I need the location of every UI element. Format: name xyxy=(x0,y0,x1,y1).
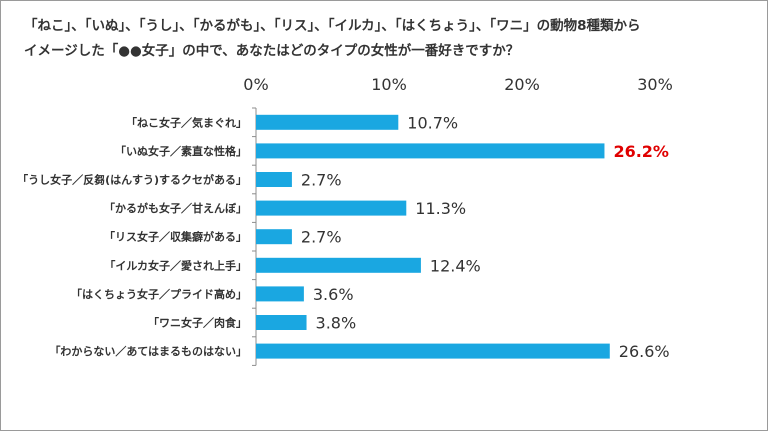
x-tick-label: 30% xyxy=(637,75,673,94)
value-label: 2.7% xyxy=(301,171,342,190)
bar xyxy=(256,143,605,159)
bar xyxy=(256,200,407,216)
x-tick-label: 10% xyxy=(371,75,407,94)
value-label: 3.6% xyxy=(313,285,354,304)
bar xyxy=(256,286,304,302)
question-text: 「ねこ」、「いぬ」、「うし」、「かるがも」、「リス」、「イルカ」、「はくちょう」… xyxy=(24,14,744,64)
bar xyxy=(256,114,399,130)
category-label: 「はくちょう女子／プライド高め」 xyxy=(71,287,247,301)
value-label: 2.7% xyxy=(301,228,342,247)
category-label: 「イルカ女子／愛され上手」 xyxy=(104,258,247,272)
value-label: 26.6% xyxy=(619,342,670,361)
value-label: 10.7% xyxy=(407,113,458,132)
bar xyxy=(256,343,610,359)
category-label: 「ねこ女子／気まぐれ」 xyxy=(126,115,247,129)
value-label: 12.4% xyxy=(430,256,481,275)
category-label: 「ワニ女子／肉食」 xyxy=(148,316,247,330)
bar xyxy=(256,257,421,273)
value-label: 11.3% xyxy=(415,199,466,218)
category-label: 「うし女子／反芻(はんすう)するクセがある」 xyxy=(17,173,247,187)
x-tick-label: 20% xyxy=(504,75,540,94)
category-label: 「リス女子／収集癖がある」 xyxy=(104,230,247,244)
value-label: 3.8% xyxy=(316,314,357,333)
question-line-2: イメージした「●●女子」の中で、あなたはどのタイプの女性が一番好きですか？ xyxy=(24,43,520,59)
bar xyxy=(256,315,307,330)
category-label: 「いぬ女子／素直な性格」 xyxy=(115,144,247,158)
x-tick-label: 0% xyxy=(243,75,268,94)
category-label: 「わからない／あてはまるものはない」 xyxy=(49,344,247,358)
question-line-1: 「ねこ」、「いぬ」、「うし」、「かるがも」、「リス」、「イルカ」、「はくちょう」… xyxy=(24,18,641,34)
category-label: 「かるがも女子／甘えんぼ」 xyxy=(104,201,247,215)
bar xyxy=(256,229,292,245)
bar xyxy=(256,172,292,187)
value-label: 26.2% xyxy=(613,142,669,161)
